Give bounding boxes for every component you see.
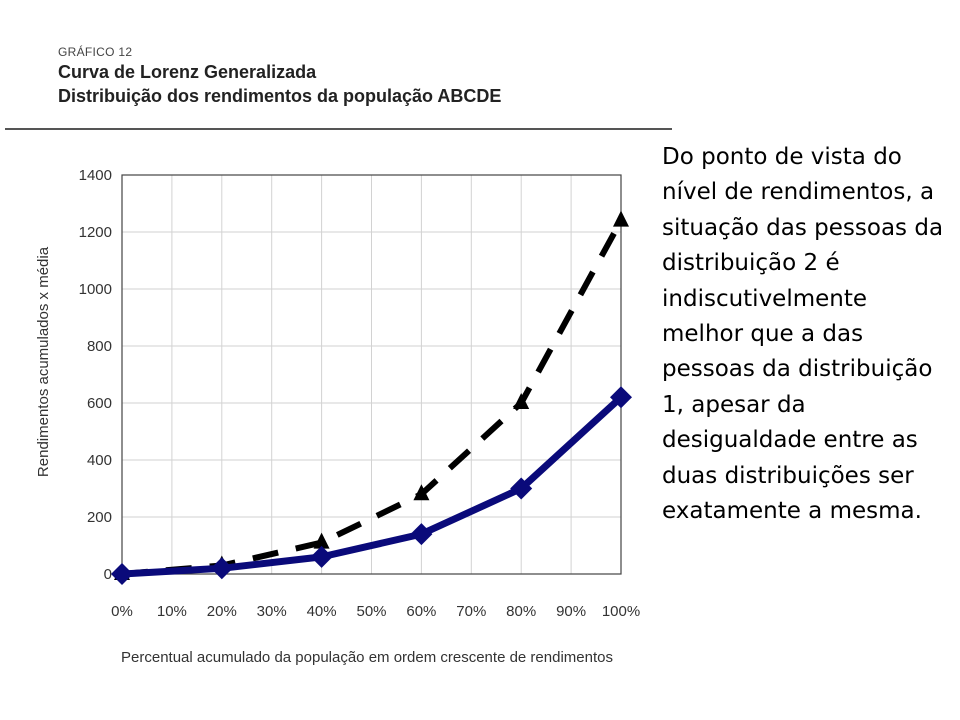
x-tick-label: 30% (257, 603, 287, 620)
x-tick-label: 10% (157, 603, 187, 620)
x-tick-label: 40% (307, 603, 337, 620)
triangle-marker (313, 532, 330, 549)
series-layer (111, 210, 632, 585)
x-tick-label: 60% (406, 603, 436, 620)
x-tick-labels: 0% 10% 20% 30% 40% 50% 60% 70% 80% 90% 100% (111, 603, 640, 620)
x-tick-label: 0% (111, 603, 133, 620)
series-1 (111, 386, 632, 585)
chart-subtitle: Distribuição dos rendimentos da populaçã… (58, 86, 502, 106)
triangle-marker (513, 393, 530, 409)
chart-title: Curva de Lorenz Generalizada (58, 62, 317, 82)
triangle-marker (413, 484, 430, 501)
plot-frame (121, 174, 622, 575)
x-axis-label: Percentual acumulado da população em ord… (121, 649, 613, 666)
x-tick-label: 90% (556, 603, 586, 620)
x-tick-label: 50% (356, 603, 386, 620)
y-axis-label: Rendimentos acumulados x média (35, 246, 52, 477)
series-1-line (121, 394, 624, 578)
y-tick-labels: 0 200 400 600 800 1000 1200 1400 (79, 167, 112, 583)
chart-grid (121, 174, 622, 575)
diamond-marker (111, 563, 133, 585)
diamond-marker (410, 523, 433, 546)
triangle-marker (613, 210, 629, 227)
y-tick-label: 800 (87, 338, 112, 355)
lorenz-chart: 0 200 400 600 800 1000 1200 1400 0% 10% 20% 30% 40%… (35, 167, 640, 666)
diamond-marker (610, 386, 632, 409)
header-rule (5, 128, 672, 130)
chart-kicker: GRÁFICO 12 (58, 45, 133, 59)
diamond-marker (310, 545, 333, 568)
y-tick-label: 600 (87, 395, 112, 412)
y-tick-label: 1400 (79, 167, 112, 184)
chart-header: GRÁFICO 12 Curva de Lorenz Generalizada … (58, 44, 678, 108)
y-tick-label: 400 (87, 452, 112, 469)
y-tick-label: 1200 (79, 224, 112, 241)
y-tick-label: 1000 (79, 281, 112, 298)
x-tick-label: 70% (456, 603, 486, 620)
x-tick-label: 80% (506, 603, 536, 620)
diamond-marker (510, 477, 533, 500)
explanation-text: Do ponto de vista do nível de rendimento… (662, 144, 944, 525)
y-tick-label: 0 (104, 566, 112, 583)
x-tick-label: 100% (602, 603, 640, 620)
x-tick-label: 20% (207, 603, 237, 620)
y-tick-label: 200 (87, 509, 112, 526)
diamond-marker (210, 557, 233, 580)
